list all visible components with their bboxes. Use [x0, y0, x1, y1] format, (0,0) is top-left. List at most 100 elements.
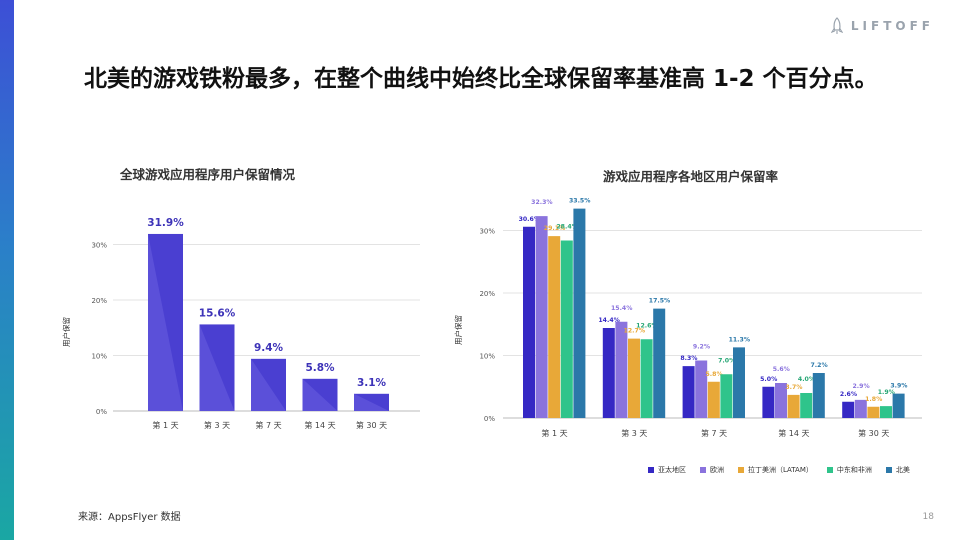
left-y-tick-label: 0% [96, 408, 107, 416]
right-bar-value-label: 3.7% [785, 384, 802, 391]
right-bar-value-label: 5.6% [773, 366, 790, 373]
right-bar [720, 374, 733, 418]
right-bar [523, 226, 535, 418]
right-bar [707, 381, 720, 418]
page-title: 北美的游戏铁粉最多，在整个曲线中始终比全球保留率基准高 1-2 个百分点。 [84, 66, 878, 92]
right-x-tick-label: 第 14 天 [778, 428, 809, 438]
right-bar [573, 208, 586, 418]
right-bar [535, 216, 548, 418]
right-bar [548, 236, 561, 418]
legend-swatch [826, 467, 833, 473]
legend-swatch [700, 467, 706, 473]
right-bar-value-label: 28.4% [556, 224, 577, 231]
right-y-axis-label: 用户保留 [453, 315, 463, 345]
right-bar-value-label: 11.3% [729, 336, 750, 343]
liftoff-logo: LIFTOFF [830, 16, 934, 36]
right-bar-value-label: 5.8% [706, 371, 723, 378]
right-bar [775, 383, 787, 418]
right-bar-value-label: 4.0% [798, 376, 815, 383]
right-bar [867, 406, 880, 418]
right-bar-value-label: 15.4% [611, 305, 632, 312]
right-bar [880, 406, 892, 418]
right-bar [602, 328, 615, 418]
legend-item: 欧洲 [700, 465, 724, 475]
right-y-tick-label: 10% [479, 353, 495, 361]
left-bar-shade [199, 324, 235, 411]
right-bar-value-label: 14.4% [598, 317, 619, 324]
right-chart-title: 游戏应用程序各地区用户保留率 [603, 169, 779, 184]
legend-label: 拉丁美洲（LATAM） [748, 466, 813, 474]
right-bar-value-label: 12.7% [624, 328, 645, 335]
right-bar-value-label: 5.0% [760, 376, 777, 383]
left-bar-shade [302, 378, 338, 411]
legend-swatch [648, 467, 654, 473]
right-bar-value-label: 7.2% [811, 362, 828, 369]
right-bar [640, 339, 653, 418]
legend-swatch [738, 467, 744, 473]
left-y-axis-label: 用户保留 [61, 317, 71, 347]
left-bar-value-label: 9.4% [254, 342, 284, 354]
right-bar [695, 360, 708, 418]
right-bar [842, 401, 855, 418]
right-bar-value-label: 30.6% [519, 216, 540, 223]
right-bar-value-label: 29.1% [544, 225, 565, 232]
right-x-tick-label: 第 3 天 [621, 428, 647, 438]
left-bar-value-label: 3.1% [357, 377, 387, 389]
right-bar-value-label: 33.5% [569, 198, 590, 205]
right-bar-value-label: 12.6% [636, 322, 657, 329]
left-bar-value-label: 15.6% [199, 307, 236, 319]
right-bar-value-label: 9.2% [693, 344, 710, 351]
right-bar-value-label: 32.3% [531, 199, 552, 206]
right-x-tick-label: 第 1 天 [541, 428, 567, 438]
left-y-tick-label: 10% [91, 353, 107, 361]
right-bar [800, 393, 813, 418]
source-note: 来源：AppsFlyer 数据 [78, 512, 181, 523]
right-bar [560, 240, 573, 418]
right-y-tick-label: 30% [479, 228, 495, 236]
right-bar [682, 366, 695, 418]
right-bar [892, 393, 905, 418]
legend-label: 中东和非洲 [836, 466, 872, 474]
left-y-tick-label: 20% [91, 297, 107, 305]
legend-item: 北美 [885, 465, 910, 475]
right-bar [854, 399, 867, 418]
right-bar-value-label: 3.9% [890, 383, 907, 390]
left-x-tick-label: 第 7 天 [255, 420, 281, 430]
right-x-tick-label: 第 30 天 [858, 428, 889, 438]
right-bar-value-label: 1.9% [878, 389, 895, 396]
right-bar-value-label: 17.5% [649, 298, 670, 305]
right-bar [787, 394, 800, 418]
right-bar [733, 347, 745, 418]
left-bar-value-label: 31.9% [147, 217, 184, 229]
left-x-tick-label: 第 14 天 [304, 420, 335, 430]
left-chart-title: 全球游戏应用程序用户保留情况 [120, 167, 296, 182]
left-bar-shade [354, 393, 389, 411]
left-y-tick-label: 30% [91, 242, 107, 250]
left-x-tick-label: 第 3 天 [204, 420, 230, 430]
legend-item: 拉丁美洲（LATAM） [738, 465, 813, 475]
page-number: 18 [922, 512, 934, 522]
accent-sidebar [0, 0, 14, 540]
legend-label: 欧洲 [710, 466, 724, 474]
right-bar [762, 386, 775, 418]
right-bar [628, 338, 640, 418]
right-y-tick-label: 20% [479, 290, 495, 298]
right-bar [653, 308, 666, 418]
left-bar-shade [251, 358, 286, 411]
legend-label: 亚太地区 [658, 466, 686, 474]
rocket-icon [830, 17, 843, 34]
left-bar-value-label: 5.8% [305, 362, 335, 374]
legend-item: 中东和非洲 [826, 465, 872, 475]
legend-label: 北美 [895, 466, 910, 474]
legend-item: 亚太地区 [648, 465, 686, 475]
right-bar-value-label: 1.8% [865, 396, 882, 403]
right-bar-value-label: 2.6% [840, 391, 857, 398]
right-x-tick-label: 第 7 天 [701, 428, 727, 438]
left-bar-shade [148, 233, 183, 411]
left-x-tick-label: 第 30 天 [356, 420, 387, 430]
right-bar-value-label: 7.0% [718, 357, 735, 364]
right-bar [812, 373, 825, 418]
logo-text: LIFTOFF [850, 19, 934, 33]
right-bar [615, 321, 628, 418]
